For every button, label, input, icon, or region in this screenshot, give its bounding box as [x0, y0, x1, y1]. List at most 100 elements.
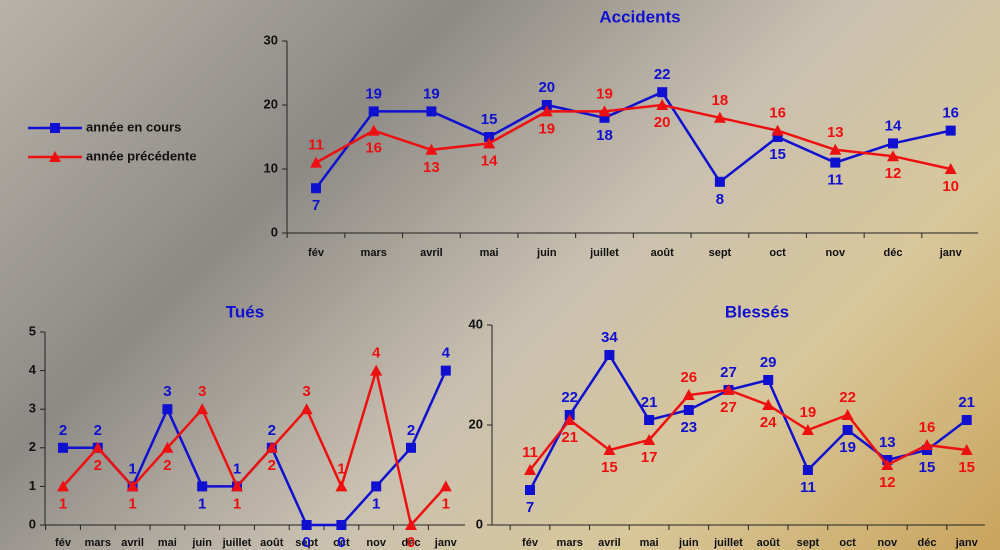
y-tick-label: 0 — [476, 516, 483, 531]
x-tick-label: oct — [769, 247, 786, 259]
point — [440, 480, 452, 491]
data-label: 14 — [481, 152, 498, 169]
x-tick-label: août — [757, 537, 781, 549]
data-label: 19 — [423, 85, 440, 102]
point — [843, 425, 853, 435]
y-tick-label: 2 — [29, 439, 36, 454]
x-tick-label: mars — [85, 537, 111, 549]
point — [197, 481, 207, 491]
x-tick-label: juillet — [589, 247, 619, 259]
x-tick-label: sept — [709, 247, 732, 259]
data-label: 15 — [601, 459, 618, 476]
series-line — [530, 390, 967, 470]
data-label: 10 — [942, 178, 959, 195]
series-line — [530, 355, 967, 490]
point — [684, 405, 694, 415]
legend-label: année précédente — [86, 148, 197, 163]
point — [803, 465, 813, 475]
data-label: 22 — [654, 66, 671, 83]
point — [310, 157, 322, 168]
data-label: 11 — [827, 172, 843, 189]
x-tick-label: juin — [678, 537, 699, 549]
data-label: 18 — [596, 127, 613, 144]
data-label: 7 — [312, 197, 320, 214]
data-label: 21 — [641, 394, 658, 411]
x-tick-label: mars — [557, 537, 583, 549]
x-tick-label: fév — [522, 537, 539, 549]
series-line — [316, 105, 951, 169]
y-tick-label: 20 — [264, 96, 278, 111]
y-tick-label: 20 — [469, 416, 483, 431]
data-label: 13 — [879, 434, 896, 451]
x-tick-label: mai — [158, 537, 177, 549]
data-label: 18 — [712, 92, 729, 109]
point — [525, 485, 535, 495]
data-label: 12 — [879, 474, 896, 491]
data-label: 2 — [407, 422, 415, 439]
x-tick-label: août — [260, 537, 284, 549]
y-tick-label: 30 — [264, 32, 278, 47]
x-tick-label: janv — [434, 537, 458, 549]
data-label: 22 — [561, 389, 578, 406]
data-label: 7 — [526, 499, 534, 516]
point — [604, 350, 614, 360]
data-label: 15 — [769, 146, 786, 163]
legend-label: année en cours — [86, 119, 181, 134]
data-label: 4 — [442, 345, 451, 362]
data-label: 1 — [233, 495, 241, 512]
data-label: 2 — [94, 422, 102, 439]
y-tick-label: 5 — [29, 323, 36, 338]
data-label: 2 — [163, 457, 171, 474]
data-label: 15 — [919, 459, 936, 476]
data-label: 15 — [481, 111, 498, 128]
point — [311, 183, 321, 193]
point — [715, 177, 725, 187]
x-tick-label: juin — [536, 247, 557, 259]
data-label: 20 — [538, 79, 555, 96]
x-tick-label: nov — [366, 537, 386, 549]
x-tick-label: janv — [955, 537, 979, 549]
x-tick-label: juin — [191, 537, 212, 549]
x-tick-label: fév — [308, 247, 325, 259]
data-label: 11 — [308, 137, 324, 154]
data-label: 26 — [680, 369, 697, 386]
data-label: 12 — [885, 165, 902, 182]
data-label: 19 — [538, 120, 555, 137]
data-label: 13 — [423, 159, 440, 176]
point — [302, 520, 312, 530]
point — [763, 375, 773, 385]
data-label: 8 — [716, 191, 724, 208]
data-label: 23 — [680, 419, 697, 436]
point — [335, 480, 347, 491]
x-tick-label: mai — [480, 247, 499, 259]
point — [946, 126, 956, 136]
data-label: 16 — [365, 140, 382, 157]
point — [162, 404, 172, 414]
point — [369, 106, 379, 116]
data-label: 17 — [641, 449, 658, 466]
data-label: 2 — [268, 422, 276, 439]
data-label: 3 — [163, 383, 171, 400]
data-label: 0 — [407, 534, 415, 550]
point — [336, 520, 346, 530]
point — [196, 403, 208, 414]
data-label: 3 — [302, 383, 310, 400]
data-label: 1 — [233, 460, 241, 477]
chart-title: Accidents — [599, 7, 680, 26]
point — [657, 87, 667, 97]
data-label: 4 — [372, 345, 381, 362]
chart-title: Blessés — [725, 302, 789, 321]
x-tick-label: juillet — [222, 537, 252, 549]
point — [301, 403, 313, 414]
data-label: 11 — [800, 479, 816, 496]
y-tick-label: 4 — [29, 362, 37, 377]
y-tick-label: 0 — [271, 224, 278, 239]
data-label: 1 — [128, 460, 136, 477]
point — [441, 366, 451, 376]
data-label: 0 — [302, 534, 310, 550]
point — [368, 125, 380, 136]
data-label: 16 — [769, 105, 786, 122]
data-label: 34 — [601, 329, 618, 346]
x-tick-label: nov — [878, 537, 898, 549]
data-label: 2 — [59, 422, 67, 439]
